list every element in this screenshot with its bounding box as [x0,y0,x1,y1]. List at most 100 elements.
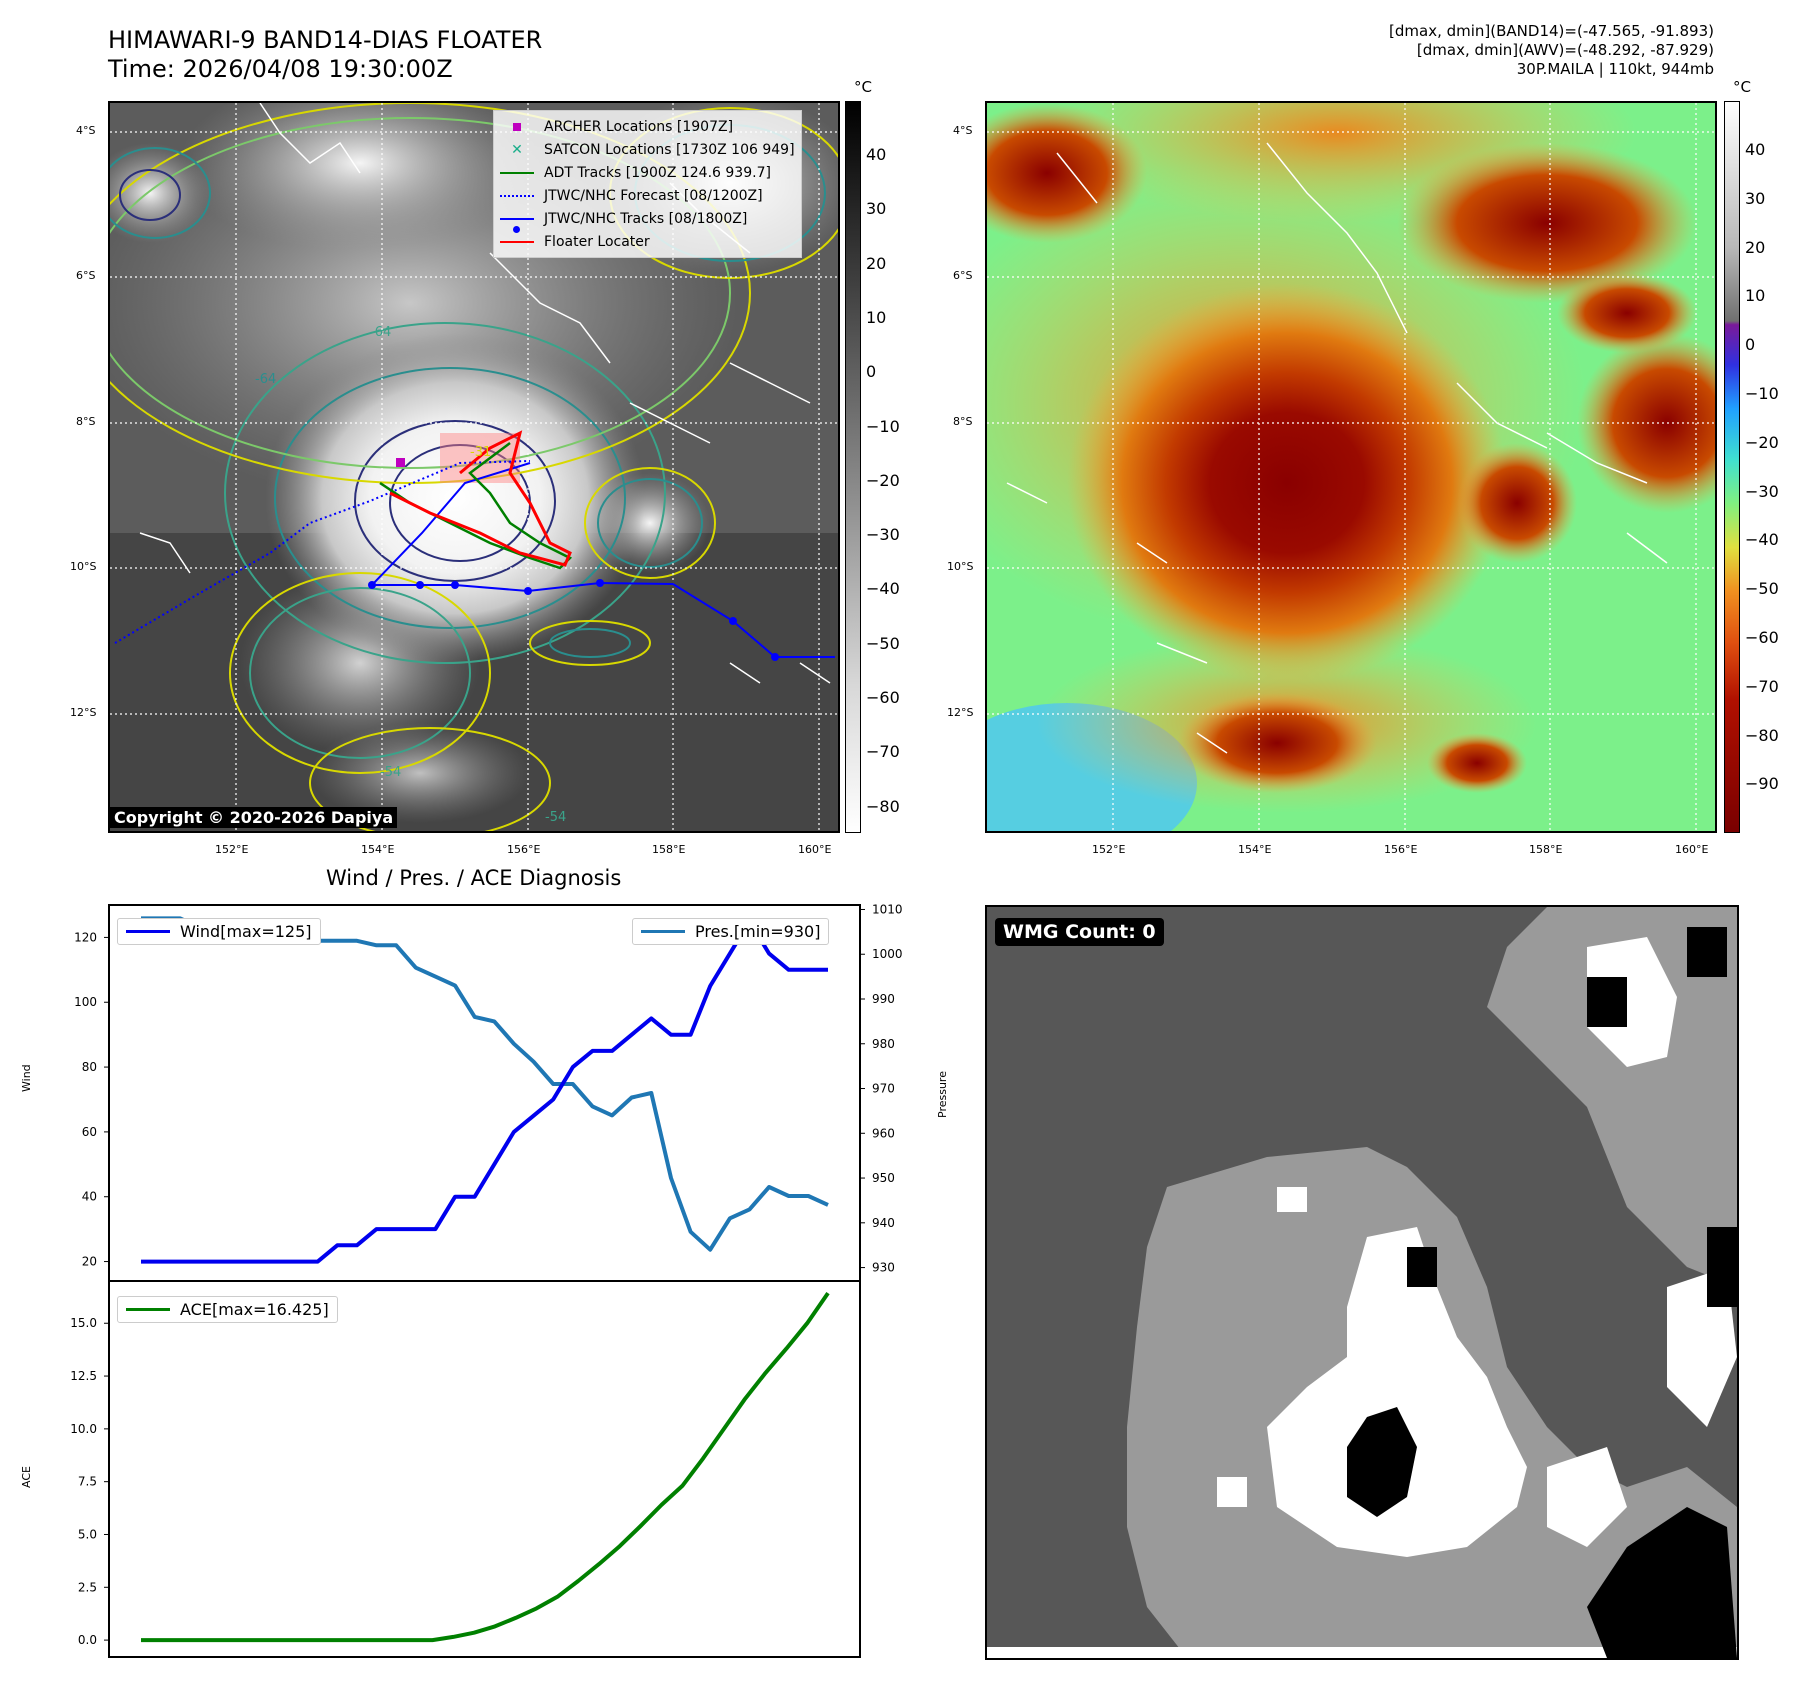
pressure-tick-label: 990 [872,992,895,1006]
colorbar-tick: 20 [1745,237,1766,257]
wind-axis-label: Wind [20,1064,33,1092]
legend-item-adt: ADT Tracks [1900Z 124.6 939.7] [500,161,795,184]
contour-label: -64 [370,325,392,340]
line-icon [500,240,534,243]
colorbar-tick: −70 [1745,676,1779,696]
colorbar-tick: −50 [1745,579,1779,599]
lat-label-8s: 8°S [953,415,973,428]
wmg-count-badge: WMG Count: 0 [995,918,1164,946]
colorbar-left-unit: °C [854,78,872,96]
lon-label-156e: 156°E [507,843,541,856]
wind-tick-label: 80 [82,1060,97,1074]
line-icon [126,930,170,933]
pressure-legend: Pres.[min=930] [632,918,830,945]
wind-legend: Wind[max=125] [117,918,321,945]
colorbar-tick: −10 [1745,384,1779,403]
pressure-tick-label: 970 [872,1082,895,1096]
pressure-tick-label: 980 [872,1037,895,1051]
lon-label-154e: 154°E [361,843,395,856]
colorbar-tick: 30 [866,199,887,219]
line-icon [500,171,534,174]
lat-label-12s: 12°S [70,706,97,719]
pressure-tick-label: 960 [872,1126,895,1140]
ace-tick-label: 15.0 [70,1316,97,1330]
wind-tick-label: 100 [74,995,97,1009]
colorbar-right-unit: °C [1733,78,1751,96]
lat-label-6s: 6°S [76,269,96,282]
wind-tick-label: 40 [82,1190,97,1204]
colorbar-tick: −80 [866,796,900,816]
pressure-tick-label: 950 [872,1171,895,1185]
storm-info: [dmax, dmin](BAND14)=(-47.565, -91.893) … [1389,22,1714,79]
pressure-axis-label: Pressure [936,1071,949,1118]
title-line-1: HIMAWARI-9 BAND14-DIAS FLOATER [108,26,543,54]
colorbar-tick: −80 [1745,725,1779,745]
ace-tick-label: 10.0 [70,1422,97,1436]
lon-label-152e: 152°E [1092,843,1126,856]
colorbar-tick: −70 [866,742,900,762]
title-line-2: Time: 2026/04/08 19:30:00Z [108,55,453,83]
colorbar-tick: −10 [866,416,900,436]
diagnosis-chart: 20 40 60 80 100 120 930 940 950 960 970 980 990 1000 1… [70,902,903,1658]
page-title: HIMAWARI-9 BAND14-DIAS FLOATER Time: 202… [108,26,542,84]
pressure-tick-label: 930 [872,1261,895,1275]
colorbar-tick: −20 [866,470,900,490]
wmg-image [987,907,1737,1658]
colorbar-tick: 0 [866,362,877,382]
colorbar-left [845,101,861,833]
colorbar-tick: −50 [866,633,900,653]
lat-label-6s: 6°S [953,269,973,282]
colorbar-tick: 20 [866,253,887,273]
ace-tick-label: 12.5 [70,1369,97,1383]
colorbar-tick: −40 [1745,530,1779,550]
x-icon: ✕ [511,141,523,158]
lon-label-156e: 156°E [1384,843,1418,856]
colorbar-tick: −30 [866,525,900,545]
lat-label-4s: 4°S [953,124,973,137]
awv-map-panel[interactable] [985,101,1717,833]
colorbar-right [1724,101,1740,833]
wind-tick-label: 20 [82,1255,97,1269]
info-line-3: 30P.MAILA | 110kt, 944mb [1516,60,1714,78]
colorbar-tick: 30 [1745,188,1766,208]
legend-item-satcon: ✕ SATCON Locations [1730Z 106 949] [500,138,794,161]
wind-series-line [141,919,828,1264]
lon-label-158e: 158°E [1529,843,1563,856]
lon-label-154e: 154°E [1238,843,1272,856]
ace-axes [108,1280,861,1658]
square-icon [500,122,534,131]
contour-label: -64 [255,372,277,387]
copyright-label: Copyright © 2020-2026 Dapiya [110,807,398,828]
wind-pressure-axes [108,904,861,1282]
contour-label: -54 [380,765,402,780]
pressure-tick-label: 940 [872,1216,895,1230]
lon-label-160e: 160°E [798,843,832,856]
lon-label-158e: 158°E [652,843,686,856]
lat-label-12s: 12°S [947,706,974,719]
wind-tick-label: 60 [82,1125,97,1139]
colorbar-tick: 10 [1745,286,1766,306]
diagnosis-title: Wind / Pres. / ACE Diagnosis [326,866,622,890]
pressure-tick-label: 1000 [872,947,903,961]
lon-label-160e: 160°E [1675,843,1709,856]
awv-map [987,103,1715,831]
colorbar-tick: −40 [866,579,900,599]
wind-tick-label: 120 [74,930,97,944]
lat-label-10s: 10°S [947,560,974,573]
colorbar-tick: −60 [1745,628,1779,647]
ace-legend: ACE[max=16.425] [117,1296,338,1323]
lat-label-8s: 8°S [76,415,96,428]
colorbar-tick: 40 [866,145,887,164]
info-line-1: [dmax, dmin](BAND14)=(-47.565, -91.893) [1389,22,1714,40]
ace-tick-label: 7.5 [78,1475,97,1489]
pressure-tick-label: 1010 [872,902,903,916]
wmg-panel[interactable] [985,905,1739,1660]
legend-item-floater: Floater Locater [500,230,795,253]
colorbar-tick: −60 [866,688,900,707]
lat-label-10s: 10°S [70,560,97,573]
legend-item-jtwc-tracks: JTWC/NHC Tracks [08/1800Z] [500,207,795,233]
ace-axis-label: ACE [20,1466,33,1488]
dotted-line-icon [500,194,534,197]
info-line-2: [dmax, dmin](AWV)=(-48.292, -87.929) [1416,41,1714,59]
contour-label: -31 [470,445,492,460]
